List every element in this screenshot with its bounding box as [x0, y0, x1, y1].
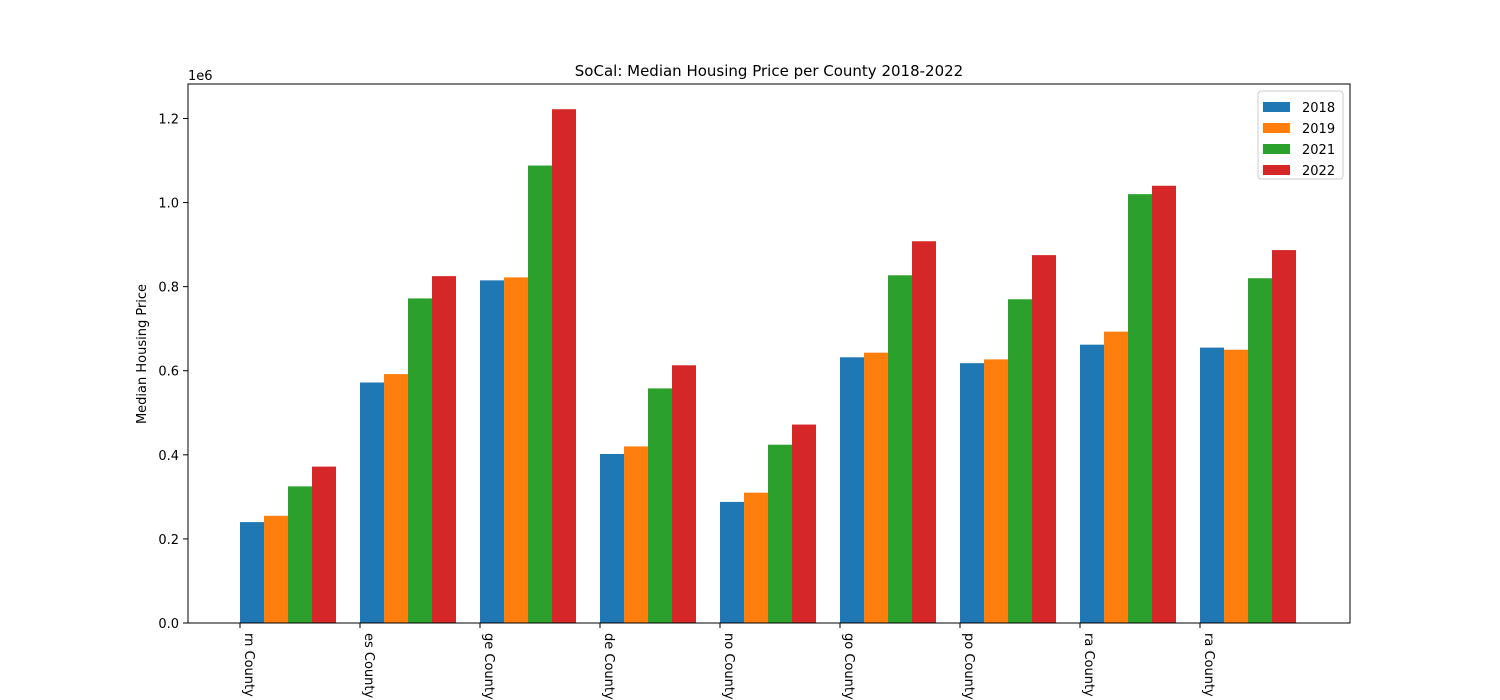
bar-2021-8	[1248, 278, 1272, 623]
legend-label-2022: 2022	[1302, 164, 1335, 179]
bar-2018-2	[480, 280, 504, 623]
legend-swatch-2022	[1263, 165, 1290, 175]
bar-2022-5	[912, 241, 936, 624]
bar-2018-4	[720, 501, 744, 623]
bar-2022-6	[1032, 255, 1056, 623]
bar-2022-4	[792, 424, 816, 623]
y-tick-label: 0.2	[158, 533, 179, 548]
bar-2021-3	[648, 388, 672, 623]
bar-2018-0	[240, 522, 264, 623]
bar-2022-7	[1152, 185, 1176, 623]
y-tick-label: 0.4	[158, 449, 179, 464]
bar-2021-5	[888, 275, 912, 623]
y-ticks-group: 0.0 0.2 0.4 0.6 0.8 1.0 1.2	[158, 112, 188, 632]
x-tick-label: es County	[361, 633, 376, 699]
legend-label-2018: 2018	[1302, 101, 1335, 116]
y-axis-multiplier: 1e6	[188, 69, 213, 84]
bar-2018-5	[840, 357, 864, 623]
y-tick-label: 0.6	[158, 365, 179, 380]
bar-2021-2	[528, 165, 552, 623]
bar-2018-7	[1080, 344, 1104, 623]
bars-group	[240, 109, 1296, 624]
bar-2019-7	[1104, 331, 1128, 623]
bar-2019-2	[504, 277, 528, 623]
bar-2022-2	[552, 109, 576, 624]
bar-2019-0	[264, 515, 288, 623]
y-tick-label: 0.8	[158, 281, 179, 296]
x-tick-label: go County	[841, 633, 856, 700]
x-tick-label: de County	[601, 633, 616, 700]
bar-2022-3	[672, 365, 696, 623]
y-tick-label: 1.0	[158, 197, 179, 212]
bar-2021-6	[1008, 299, 1032, 623]
chart-title: SoCal: Median Housing Price per County 2…	[575, 62, 963, 80]
bar-2018-1	[360, 382, 384, 623]
legend-label-2021: 2021	[1302, 143, 1335, 158]
y-axis-label: Median Housing Price	[135, 284, 150, 424]
x-tick-label: rn County	[241, 633, 256, 697]
legend: 2018 2019 2021 2022	[1257, 90, 1344, 180]
legend-label-2019: 2019	[1302, 122, 1335, 137]
bar-2018-3	[600, 453, 624, 623]
bar-2018-8	[1200, 347, 1224, 623]
legend-swatch-2021	[1263, 144, 1290, 154]
y-tick-label: 0.0	[158, 617, 179, 632]
plot-frame	[187, 83, 1351, 624]
bar-2021-1	[408, 298, 432, 623]
legend-swatch-2019	[1263, 123, 1290, 133]
x-ticks-group: rn County es County ge County de County no C…	[239, 623, 1216, 700]
legend-frame	[1257, 90, 1344, 180]
bar-2021-0	[288, 486, 312, 623]
bar-2019-8	[1224, 349, 1248, 623]
bar-2022-1	[432, 276, 456, 623]
bar-2019-5	[864, 352, 888, 623]
bar-2022-8	[1272, 250, 1296, 623]
x-tick-label: po County	[961, 633, 976, 700]
x-tick-label: no County	[721, 633, 736, 700]
bar-2021-7	[1128, 194, 1152, 623]
bar-2019-4	[744, 492, 768, 623]
bar-2019-3	[624, 446, 648, 623]
x-tick-label: ge County	[481, 633, 496, 700]
bar-2019-1	[384, 374, 408, 623]
x-tick-label: ra County	[1201, 633, 1216, 697]
legend-swatch-2018	[1263, 102, 1290, 112]
bar-2021-4	[768, 444, 792, 623]
bar-2022-0	[312, 466, 336, 623]
bar-2019-6	[984, 359, 1008, 623]
bar-2018-6	[960, 363, 984, 623]
y-tick-label: 1.2	[158, 112, 179, 127]
x-tick-label: ra County	[1081, 633, 1096, 697]
